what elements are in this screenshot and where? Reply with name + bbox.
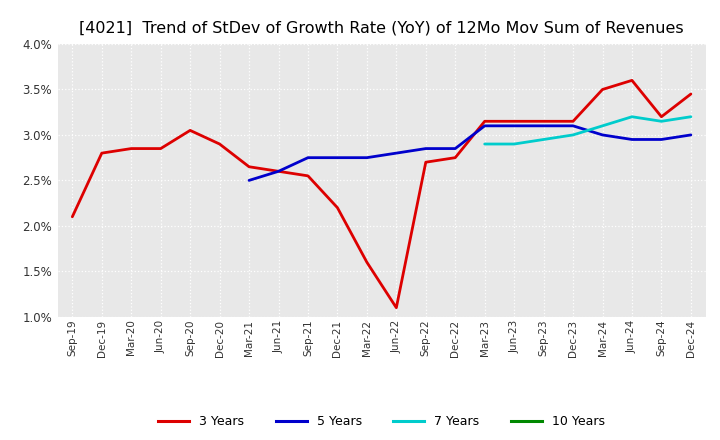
5 Years <box>274 169 283 174</box>
7 Years <box>598 123 607 128</box>
3 Years <box>451 155 459 160</box>
5 Years <box>245 178 253 183</box>
5 Years <box>598 132 607 138</box>
3 Years <box>333 205 342 210</box>
7 Years <box>687 114 696 119</box>
3 Years <box>598 87 607 92</box>
5 Years <box>628 137 636 142</box>
7 Years <box>569 132 577 138</box>
3 Years <box>245 164 253 169</box>
Legend: 3 Years, 5 Years, 7 Years, 10 Years: 3 Years, 5 Years, 7 Years, 10 Years <box>153 411 610 433</box>
3 Years <box>480 119 489 124</box>
5 Years <box>657 137 666 142</box>
7 Years <box>628 114 636 119</box>
7 Years <box>539 137 548 142</box>
5 Years <box>569 123 577 128</box>
5 Years <box>451 146 459 151</box>
3 Years <box>569 119 577 124</box>
Title: [4021]  Trend of StDev of Growth Rate (YoY) of 12Mo Mov Sum of Revenues: [4021] Trend of StDev of Growth Rate (Yo… <box>79 21 684 36</box>
5 Years <box>687 132 696 138</box>
3 Years <box>156 146 165 151</box>
7 Years <box>657 119 666 124</box>
Line: 3 Years: 3 Years <box>72 81 691 308</box>
3 Years <box>304 173 312 179</box>
3 Years <box>186 128 194 133</box>
5 Years <box>304 155 312 160</box>
5 Years <box>539 123 548 128</box>
3 Years <box>97 150 106 156</box>
3 Years <box>127 146 135 151</box>
5 Years <box>333 155 342 160</box>
3 Years <box>215 141 224 147</box>
3 Years <box>274 169 283 174</box>
Line: 5 Years: 5 Years <box>249 126 691 180</box>
3 Years <box>628 78 636 83</box>
3 Years <box>363 260 372 265</box>
5 Years <box>510 123 518 128</box>
3 Years <box>687 92 696 97</box>
7 Years <box>510 141 518 147</box>
3 Years <box>392 305 400 310</box>
5 Years <box>421 146 430 151</box>
Line: 7 Years: 7 Years <box>485 117 691 144</box>
3 Years <box>421 160 430 165</box>
7 Years <box>480 141 489 147</box>
3 Years <box>68 214 76 220</box>
5 Years <box>363 155 372 160</box>
3 Years <box>539 119 548 124</box>
5 Years <box>480 123 489 128</box>
3 Years <box>657 114 666 119</box>
5 Years <box>392 150 400 156</box>
3 Years <box>510 119 518 124</box>
